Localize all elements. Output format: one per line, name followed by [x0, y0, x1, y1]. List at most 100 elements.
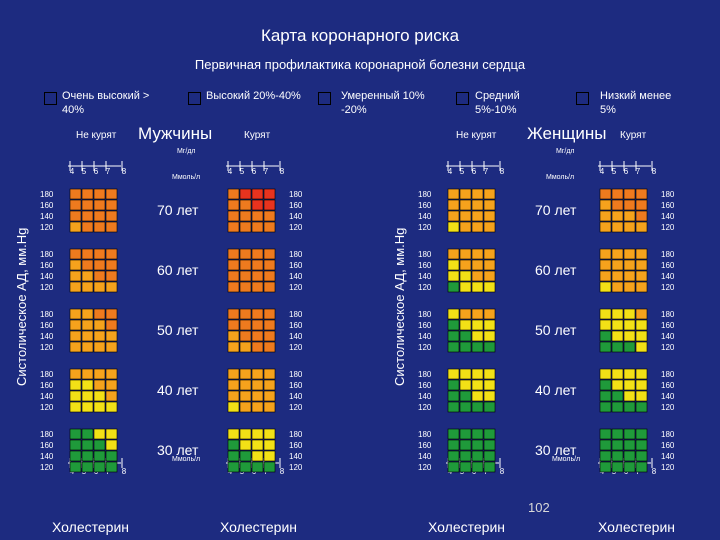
risk-cell: [447, 221, 460, 233]
age-label: 40 лет: [535, 382, 577, 398]
age-label: 50 лет: [157, 322, 199, 338]
risk-cell: [447, 188, 460, 200]
age-label: 70 лет: [535, 202, 577, 218]
risk-cell: [239, 379, 252, 391]
sbp-tick-label: 120: [661, 403, 675, 412]
risk-cell: [263, 270, 276, 282]
risk-cell: [239, 210, 252, 222]
risk-cell: [263, 379, 276, 391]
risk-cell: [81, 330, 94, 342]
risk-cell: [483, 308, 496, 320]
sbp-tick-label: 180: [289, 310, 303, 319]
sbp-tick-label: 120: [289, 343, 303, 352]
risk-cell: [635, 461, 648, 473]
risk-cell: [105, 390, 118, 402]
sbp-tick-label: 140: [40, 392, 54, 401]
risk-cell: [263, 199, 276, 211]
risk-cell: [599, 461, 612, 473]
chol-tick-label: 7: [636, 167, 641, 176]
chol-tick-label: 6: [252, 167, 257, 176]
risk-cell: [93, 368, 106, 380]
risk-cell: [105, 450, 118, 462]
sbp-tick-label: 140: [289, 392, 303, 401]
risk-cell: [69, 379, 82, 391]
risk-cell: [227, 221, 240, 233]
risk-cell: [623, 270, 636, 282]
risk-cell: [611, 259, 624, 271]
risk-cell: [471, 270, 484, 282]
sbp-tick-label: 180: [661, 190, 675, 199]
risk-cell: [93, 210, 106, 222]
sbp-tick-label: 120: [661, 343, 675, 352]
risk-cell: [471, 188, 484, 200]
risk-cell: [611, 401, 624, 413]
risk-cell: [599, 319, 612, 331]
risk-cell: [263, 319, 276, 331]
chol-label-women-smoker: Холестерин: [598, 519, 675, 535]
sbp-tick-label: 120: [418, 343, 432, 352]
risk-cell: [635, 308, 648, 320]
risk-cell: [447, 450, 460, 462]
risk-cell: [81, 210, 94, 222]
risk-cell: [611, 308, 624, 320]
risk-cell: [483, 330, 496, 342]
risk-cell: [623, 308, 636, 320]
sbp-tick-label: 160: [40, 441, 54, 450]
sbp-tick-label: 120: [40, 463, 54, 472]
risk-cell: [227, 341, 240, 353]
risk-cell: [611, 341, 624, 353]
risk-cell: [81, 319, 94, 331]
risk-cell: [227, 461, 240, 473]
risk-cell: [239, 281, 252, 293]
risk-cell: [635, 188, 648, 200]
risk-cell: [81, 428, 94, 440]
risk-cell: [599, 308, 612, 320]
age-label: 50 лет: [535, 322, 577, 338]
risk-cell: [471, 330, 484, 342]
risk-cell: [93, 390, 106, 402]
risk-cell: [611, 281, 624, 293]
men-mmol-top-label: Ммоль/л: [172, 174, 201, 181]
risk-cell: [227, 428, 240, 440]
risk-cell: [483, 221, 496, 233]
page-title: Карта коронарного риска: [260, 26, 460, 45]
risk-cell: [105, 379, 118, 391]
risk-cell: [459, 210, 472, 222]
chol-tick-label: 8: [280, 167, 285, 176]
risk-cell: [599, 450, 612, 462]
risk-cell: [483, 199, 496, 211]
risk-cell: [611, 330, 624, 342]
age-label: 70 лет: [157, 202, 199, 218]
risk-cell: [81, 248, 94, 260]
risk-cell: [599, 188, 612, 200]
risk-cell: [447, 248, 460, 260]
risk-cell: [459, 308, 472, 320]
risk-cell: [81, 259, 94, 271]
sbp-tick-label: 140: [661, 212, 675, 221]
risk-cell: [93, 330, 106, 342]
risk-cell: [471, 199, 484, 211]
risk-cell: [447, 330, 460, 342]
risk-cell: [611, 248, 624, 260]
risk-cell: [251, 461, 264, 473]
sbp-tick-label: 180: [418, 370, 432, 379]
risk-cell: [105, 368, 118, 380]
risk-cell: [239, 319, 252, 331]
risk-cell: [69, 390, 82, 402]
risk-cell: [251, 210, 264, 222]
risk-cell: [635, 210, 648, 222]
sbp-tick-label: 120: [289, 223, 303, 232]
sbp-tick-label: 120: [40, 403, 54, 412]
risk-cell: [239, 330, 252, 342]
chol-tick-label: 5: [82, 167, 87, 176]
risk-cell: [69, 461, 82, 473]
risk-cell: [227, 188, 240, 200]
risk-cell: [471, 401, 484, 413]
risk-cell: [263, 188, 276, 200]
risk-cell: [635, 428, 648, 440]
sbp-tick-label: 120: [661, 463, 675, 472]
risk-cell: [81, 368, 94, 380]
risk-cell: [69, 248, 82, 260]
risk-cell: [471, 319, 484, 331]
risk-cell: [239, 368, 252, 380]
